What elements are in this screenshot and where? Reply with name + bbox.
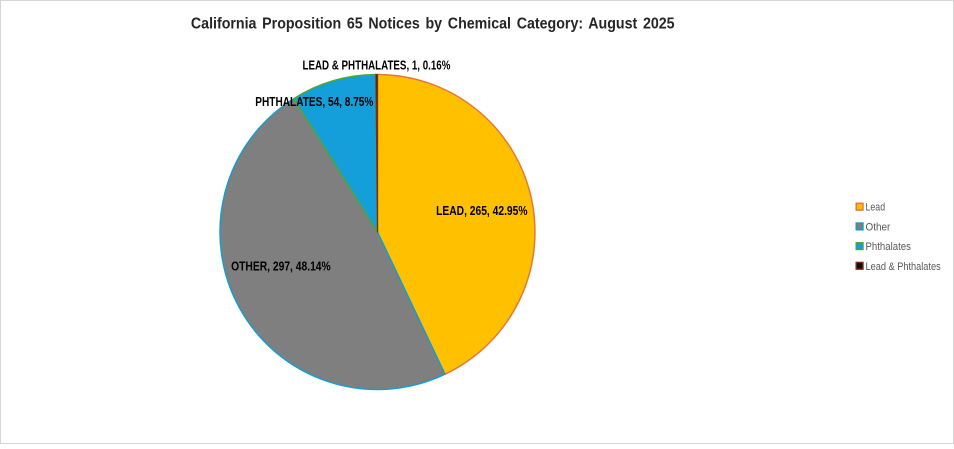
svg-text:Other: Other — [866, 221, 891, 233]
svg-text:Lead: Lead — [866, 202, 886, 214]
svg-text:California Proposition 65 Noti: California Proposition 65 Notices by Che… — [191, 16, 675, 33]
svg-text:Phthalates: Phthalates — [866, 241, 912, 253]
svg-text:LEAD & PHTHALATES, 1, 0.16%: LEAD & PHTHALATES, 1, 0.16% — [303, 57, 451, 72]
svg-text:PHTHALATES, 54, 8.75%: PHTHALATES, 54, 8.75% — [255, 94, 373, 109]
svg-text:LEAD, 265, 42.95%: LEAD, 265, 42.95% — [436, 203, 528, 218]
svg-text:Lead & Phthalates: Lead & Phthalates — [866, 261, 942, 273]
svg-text:OTHER, 297, 48.14%: OTHER, 297, 48.14% — [231, 259, 331, 274]
